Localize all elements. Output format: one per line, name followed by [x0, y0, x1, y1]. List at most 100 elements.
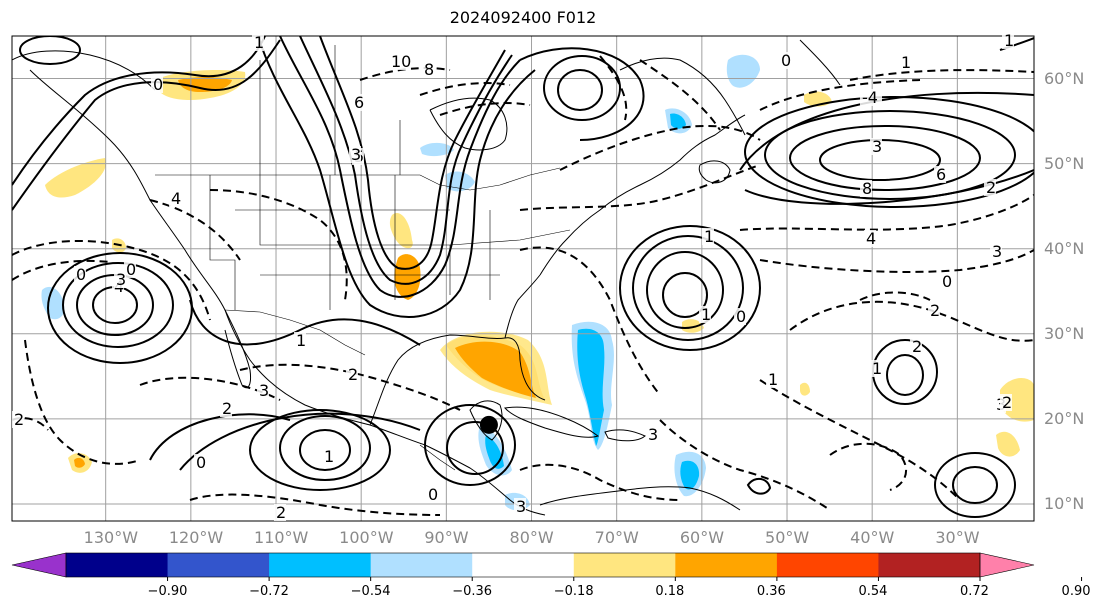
- border-provinces: [259, 45, 401, 175]
- contour-quebec-3: [519, 47, 645, 141]
- contour-ridge-1: [279, 36, 521, 298]
- contour-ridge-4: [257, 36, 536, 318]
- contour-label: 2: [986, 178, 996, 197]
- longitude-label: 40°W: [850, 528, 895, 547]
- contour-label: 2: [1002, 393, 1012, 412]
- contour-ridge-3: [319, 36, 506, 270]
- contour-label-bg: [984, 179, 996, 196]
- dashed-contours: [12, 55, 1034, 516]
- contour-label: 0: [942, 272, 952, 291]
- contour-label: 0: [428, 485, 438, 504]
- shade-blue-ontario: [420, 142, 454, 157]
- dashed-26: [829, 442, 908, 491]
- contour-label-bg: [734, 308, 746, 325]
- contour-label: 3: [872, 137, 882, 156]
- contour-label: 1: [701, 305, 711, 324]
- contour-label: 1: [296, 331, 306, 350]
- colorbar-segment: [573, 553, 676, 577]
- contour-label: 4: [866, 229, 876, 248]
- coast-baja: [224, 309, 251, 389]
- dashed-3: [24, 339, 141, 465]
- contour-label-bg: [766, 371, 778, 388]
- contour-label-bg: [194, 454, 206, 471]
- shade-blue-labrador: [726, 54, 760, 88]
- contour-label-bg: [860, 89, 882, 106]
- contour-label: 8: [862, 179, 872, 198]
- shade-yellow-atlantic-small: [800, 382, 810, 396]
- contour-epac-high-1: [299, 429, 351, 471]
- contour-epac-high-3: [249, 409, 391, 491]
- colorbar-tick-label: 0.36: [756, 584, 786, 599]
- contour-label-bg: [274, 504, 286, 521]
- contour-label-bg: [934, 166, 946, 183]
- border-states-2: [259, 175, 331, 310]
- latitude-label: 30°N: [1044, 323, 1085, 343]
- contour-label-bg: [124, 261, 136, 278]
- border-us-mexico: [224, 309, 366, 356]
- contour-label: 3: [351, 145, 361, 164]
- dashed-9: [519, 164, 761, 211]
- contour-label-bg: [294, 332, 306, 349]
- dashed-13: [759, 249, 1034, 273]
- coast-florida: [504, 274, 541, 339]
- dashed-5: [149, 199, 241, 261]
- contour-label: 2: [222, 399, 232, 418]
- border-states-3: [329, 175, 396, 300]
- contour-matl-high-1: [886, 354, 924, 396]
- contour-label-bg: [990, 243, 1002, 260]
- longitude-label: 50°W: [765, 528, 810, 547]
- contour-epac-high-2: [279, 415, 371, 481]
- coast-south-america: [539, 486, 741, 511]
- colorbar-tick-label: 0.72: [960, 584, 989, 599]
- contour-label-bg: [322, 448, 334, 465]
- shade-yellow-atlantic-mid: [682, 319, 704, 333]
- contour-misc-1: [189, 299, 421, 346]
- contour-label-bg: [646, 426, 658, 443]
- dashed-20: [849, 69, 1034, 81]
- dashed-11: [639, 59, 721, 131]
- colorbar-tick-label: −0.90: [147, 584, 188, 599]
- shade-orange-plains: [394, 254, 421, 300]
- contour-label: 0: [736, 307, 746, 326]
- contour-atlantic-high-2: [646, 251, 724, 329]
- coastlines: [12, 39, 841, 516]
- dashed-1: [12, 239, 211, 321]
- contour-label-bg: [346, 366, 358, 383]
- contour-label: 0: [126, 260, 136, 279]
- contour-label: 0: [153, 75, 163, 94]
- contour-label: 0: [781, 51, 791, 70]
- contour-label-bg: [860, 180, 872, 197]
- contour-label-bg: [169, 190, 181, 207]
- dashed-7: [139, 376, 281, 401]
- contour-label: 1: [768, 370, 778, 389]
- colorbar-segment: [472, 553, 575, 577]
- border-states-1: [209, 175, 236, 310]
- contour-label: 0: [76, 265, 86, 284]
- colorbar-segment: [878, 553, 981, 577]
- contour-carib-low-1: [424, 404, 516, 486]
- longitude-label: 130°W: [83, 528, 139, 547]
- longitude-label: 90°W: [424, 528, 469, 547]
- colorbar-segment: [370, 553, 473, 577]
- shade-yellow-plains: [389, 212, 413, 249]
- contour-misc-2: [149, 413, 291, 461]
- contour-label-bg: [864, 230, 876, 247]
- dashed-24: [439, 102, 531, 116]
- coast-hispaniola: [604, 429, 646, 442]
- shade-orange-gulf-core: [455, 341, 536, 398]
- graticule: [12, 36, 1034, 521]
- contour-natl-2: [789, 125, 981, 191]
- coast-newfoundland: [698, 160, 731, 184]
- border-states-7: [449, 229, 571, 246]
- contour-se-2: [952, 466, 998, 504]
- dashed-15: [759, 379, 961, 501]
- contour-label: 2: [14, 410, 24, 429]
- border-central-america: [419, 444, 456, 471]
- coast-labrador: [619, 57, 746, 136]
- colorbar-tick-label: 0.18: [655, 584, 685, 599]
- colorbar-tick-label: −0.54: [350, 584, 391, 599]
- latitude-label: 20°N: [1044, 408, 1085, 428]
- contour-label-bg: [151, 76, 163, 93]
- shade-cyan-atlantic: [577, 328, 605, 446]
